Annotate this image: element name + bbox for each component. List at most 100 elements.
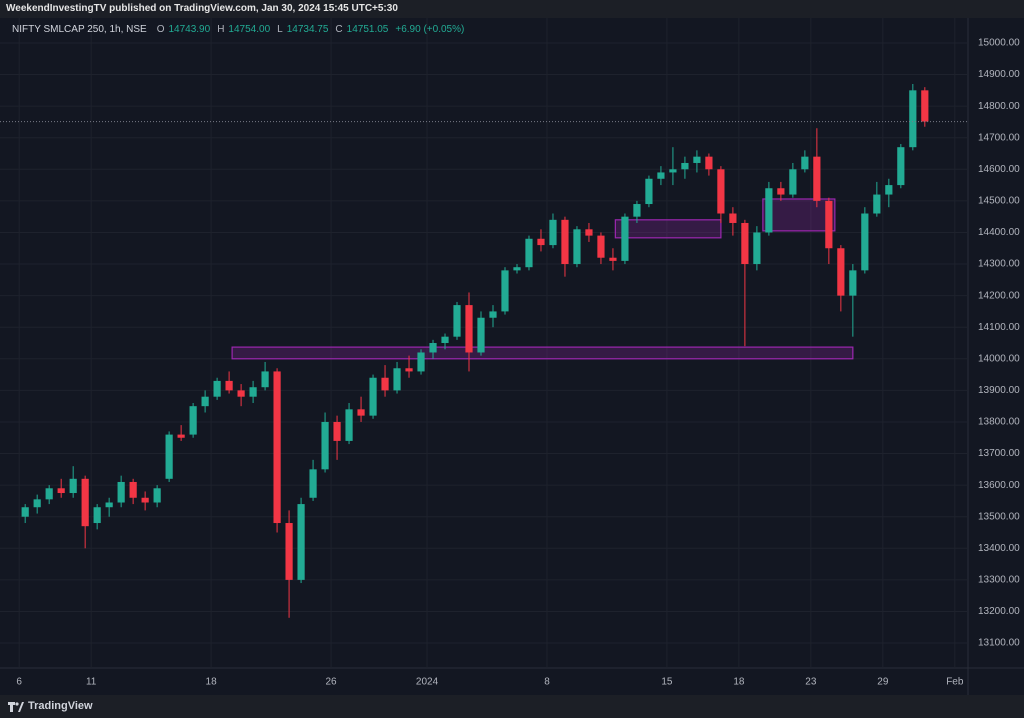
- candle-body: [669, 169, 677, 173]
- candle-body: [405, 368, 413, 372]
- candle-body: [621, 216, 629, 261]
- candle-body: [369, 377, 377, 416]
- close-label: C: [335, 24, 343, 35]
- candle-body: [69, 478, 77, 494]
- candle-body: [285, 523, 293, 580]
- candle-body: [501, 270, 509, 312]
- candle-body: [225, 380, 233, 391]
- candle-body: [189, 406, 197, 435]
- candle-body: [861, 213, 869, 271]
- y-tick-label: 14900.00: [978, 69, 1020, 80]
- candle-body: [837, 248, 845, 296]
- candle-body: [309, 469, 317, 498]
- candle-body: [81, 478, 89, 527]
- symbol: NIFTY SMLCAP 250, 1h, NSE: [12, 24, 147, 35]
- chart: 13100.00 13200.00 13300.00 13400.00 13500.00…: [0, 18, 1024, 695]
- candle-body: [93, 507, 101, 524]
- candle-body: [417, 352, 425, 372]
- candle-body: [429, 343, 437, 353]
- candle-body: [633, 204, 641, 217]
- candle-body: [465, 305, 473, 353]
- candle-body: [765, 188, 773, 233]
- candle-body: [645, 178, 653, 205]
- y-tick-label: 14400.00: [978, 227, 1020, 238]
- candle-body: [261, 371, 269, 388]
- zone: [614, 219, 722, 239]
- open-label: O: [156, 24, 165, 35]
- low-label: L: [277, 24, 283, 35]
- candle-body: [489, 311, 497, 318]
- y-tick-label: 13100.00: [978, 638, 1020, 649]
- y-tick-label: 13400.00: [978, 543, 1020, 554]
- candle-body: [453, 305, 461, 337]
- x-tick-label: 8: [544, 677, 550, 688]
- candle-body: [849, 270, 857, 296]
- candle-body: [825, 200, 833, 249]
- candle-body: [477, 317, 485, 353]
- candle-body: [297, 504, 305, 580]
- candle-body: [525, 238, 533, 268]
- open-value: 14743.90: [168, 24, 211, 35]
- brand: TradingView: [28, 700, 93, 712]
- candle-body: [717, 169, 725, 214]
- low-value: 14734.75: [286, 24, 329, 35]
- y-tick-label: 13800.00: [978, 417, 1020, 428]
- candle-body: [249, 387, 257, 397]
- y-tick-label: 14600.00: [978, 164, 1020, 175]
- candle-body: [705, 156, 713, 170]
- zone: [762, 198, 836, 232]
- candle-body: [117, 481, 125, 503]
- candle-body: [813, 156, 821, 201]
- candle-body: [729, 213, 737, 223]
- y-tick-label: 14300.00: [978, 259, 1020, 270]
- candle-body: [585, 229, 593, 236]
- y-tick-label: 13600.00: [978, 480, 1020, 491]
- x-tick-label: 29: [877, 677, 889, 688]
- y-tick-label: 14000.00: [978, 353, 1020, 364]
- legend: NIFTY SMLCAP 250, 1h, NSE O 14743.90 H 147…: [12, 24, 467, 35]
- candle-body: [885, 185, 893, 195]
- candle-body: [741, 222, 749, 265]
- candle-body: [777, 188, 785, 195]
- candle-body: [561, 219, 569, 265]
- x-tick-label: 23: [805, 677, 817, 688]
- candle-body: [45, 488, 53, 500]
- candle-body: [393, 368, 401, 391]
- candle-body: [801, 156, 809, 170]
- candle-body: [753, 232, 761, 265]
- candle-body: [513, 267, 521, 271]
- y-tick-label: 15000.00: [978, 38, 1020, 49]
- x-tick-label: 6: [16, 677, 22, 688]
- y-tick-label: 14200.00: [978, 290, 1020, 301]
- change: +6.90 (+0.05%): [395, 24, 465, 35]
- candle-body: [105, 502, 113, 508]
- x-tick-label: 18: [206, 677, 218, 688]
- candle-body: [129, 481, 137, 498]
- publisher: WeekendInvestingTV published on TradingV…: [6, 3, 398, 14]
- y-tick-label: 14700.00: [978, 132, 1020, 143]
- high-label: H: [217, 24, 225, 35]
- candle-body: [909, 90, 917, 148]
- candle-body: [693, 156, 701, 163]
- x-tick-label: 2024: [416, 677, 439, 688]
- y-tick-label: 13900.00: [978, 385, 1020, 396]
- candle-body: [141, 497, 149, 503]
- candle-body: [537, 238, 545, 246]
- candle-body: [153, 488, 161, 503]
- logo: [8, 701, 24, 712]
- y-tick-label: 13300.00: [978, 575, 1020, 586]
- publisher-bar: WeekendInvestingTV published on TradingV…: [0, 0, 1024, 18]
- candle-body: [321, 421, 329, 470]
- candle-body: [441, 336, 449, 343]
- close-value: 14751.05: [346, 24, 389, 35]
- candle-body: [213, 380, 221, 397]
- y-tick-label: 13500.00: [978, 511, 1020, 522]
- y-tick-label: 13700.00: [978, 448, 1020, 459]
- candle-body: [609, 257, 617, 261]
- zone: [231, 346, 854, 360]
- candle-body: [345, 409, 353, 441]
- candle-body: [597, 235, 605, 258]
- candle-body: [57, 488, 65, 494]
- candle-body: [201, 396, 209, 407]
